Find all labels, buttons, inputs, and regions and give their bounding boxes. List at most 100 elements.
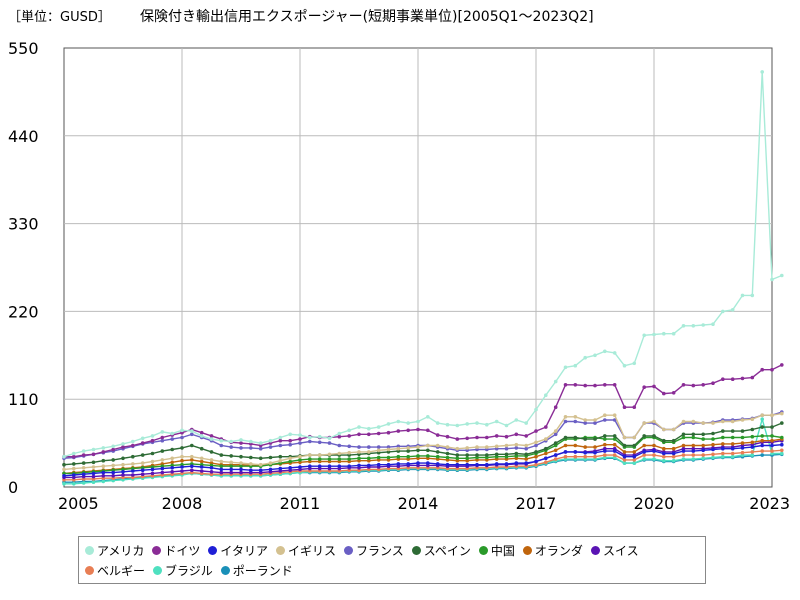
data-point xyxy=(131,443,135,448)
data-point xyxy=(681,432,686,437)
data-point xyxy=(504,452,509,457)
data-point xyxy=(426,428,430,433)
data-point xyxy=(190,443,194,448)
data-point xyxy=(190,464,194,469)
data-point xyxy=(524,446,528,451)
data-point xyxy=(573,383,578,387)
data-point xyxy=(652,419,656,424)
data-point xyxy=(681,443,686,448)
data-point xyxy=(101,470,106,475)
data-point xyxy=(642,457,646,461)
data-point xyxy=(662,454,666,459)
data-point xyxy=(603,413,607,418)
legend-label: フランス xyxy=(355,543,404,558)
data-point xyxy=(445,455,450,460)
data-point xyxy=(91,452,96,457)
data-point xyxy=(603,383,607,387)
data-point xyxy=(209,434,214,438)
data-point xyxy=(239,446,243,450)
data-point xyxy=(770,449,774,453)
data-point xyxy=(524,443,528,448)
data-point xyxy=(612,442,617,447)
data-point xyxy=(258,441,263,445)
data-point xyxy=(416,461,420,465)
data-point xyxy=(583,355,587,360)
data-point xyxy=(563,419,568,424)
data-point xyxy=(219,443,224,448)
data-point xyxy=(632,450,637,454)
legend-label: スペイン xyxy=(423,543,471,558)
data-point xyxy=(268,461,273,465)
data-point xyxy=(514,451,519,456)
data-point xyxy=(780,435,784,440)
data-point xyxy=(170,437,174,441)
data-point xyxy=(524,457,528,461)
data-point xyxy=(760,453,764,457)
data-point xyxy=(494,462,499,466)
data-point xyxy=(121,442,125,446)
data-point xyxy=(258,462,263,467)
data-point xyxy=(268,438,273,443)
data-point xyxy=(711,421,715,425)
data-point xyxy=(140,468,145,473)
data-point xyxy=(121,470,125,474)
data-point xyxy=(426,448,430,453)
data-point xyxy=(140,461,145,465)
data-point xyxy=(249,455,253,460)
data-point xyxy=(642,434,646,438)
data-point xyxy=(406,446,411,450)
data-point xyxy=(465,446,470,450)
data-point xyxy=(622,450,627,454)
data-point xyxy=(701,323,705,327)
data-point xyxy=(632,435,637,440)
data-point xyxy=(750,293,755,298)
data-point xyxy=(288,459,293,464)
data-point xyxy=(760,70,764,74)
data-point xyxy=(701,432,705,437)
data-point xyxy=(199,456,204,461)
legend-marker xyxy=(85,565,94,575)
x-tick-label: 2017 xyxy=(516,494,557,513)
data-point xyxy=(111,447,115,452)
data-point xyxy=(347,444,352,449)
x-tick-label: 2014 xyxy=(398,494,439,513)
data-point xyxy=(317,434,322,439)
data-point xyxy=(465,453,470,457)
legend-marker xyxy=(411,545,421,555)
y-tick-label: 330 xyxy=(8,215,39,234)
legend-item: イギリス xyxy=(275,540,336,560)
x-tick-label: 2005 xyxy=(58,494,99,513)
data-point xyxy=(140,436,145,441)
data-point xyxy=(770,367,774,372)
data-point xyxy=(504,443,509,448)
data-point xyxy=(376,445,381,449)
data-point xyxy=(740,293,745,298)
data-point xyxy=(376,455,381,460)
data-point xyxy=(534,454,538,459)
data-point xyxy=(435,454,440,459)
data-point xyxy=(455,446,460,451)
data-point xyxy=(406,462,411,466)
data-point xyxy=(652,457,656,461)
data-point xyxy=(258,446,263,451)
legend-label: オランダ xyxy=(534,543,583,558)
data-point xyxy=(199,430,204,435)
data-point xyxy=(671,391,676,395)
legend-marker xyxy=(220,565,230,575)
data-point xyxy=(288,466,293,470)
data-point xyxy=(357,445,361,449)
data-point xyxy=(288,442,293,447)
data-point xyxy=(760,417,764,422)
data-point xyxy=(150,471,155,476)
data-point xyxy=(622,363,627,368)
legend-label: イタリア xyxy=(220,543,268,558)
data-point xyxy=(711,431,715,436)
data-point xyxy=(711,381,715,386)
data-point xyxy=(563,443,568,448)
data-point xyxy=(367,445,371,449)
data-point xyxy=(229,445,233,449)
data-point xyxy=(671,458,676,463)
data-point xyxy=(278,435,283,440)
legend-item: アメリカ xyxy=(85,540,144,560)
